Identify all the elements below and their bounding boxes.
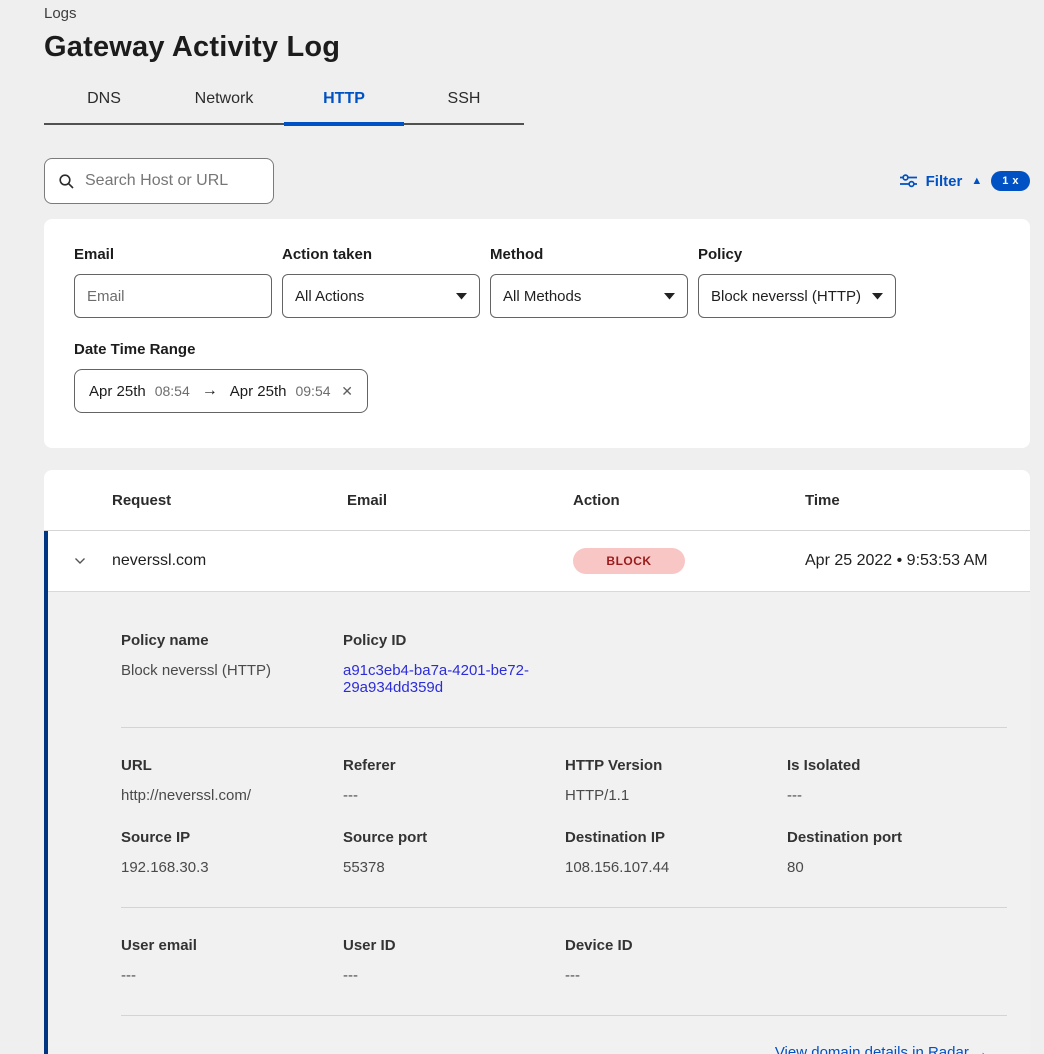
filter-field-policy: Policy Block neverssl (HTTP) bbox=[698, 246, 896, 318]
filter-field-method: Method All Methods bbox=[490, 246, 688, 318]
filter-panel: Email Action taken All Actions Method Al… bbox=[44, 219, 1030, 448]
action-block-badge: BLOCK bbox=[573, 548, 685, 574]
view-domain-radar-link[interactable]: View domain details in Radar → bbox=[774, 1044, 988, 1054]
col-action: Action bbox=[573, 491, 620, 509]
tab-http[interactable]: HTTP bbox=[284, 90, 404, 126]
chevron-down-icon bbox=[456, 292, 467, 300]
filter-field-action-taken: Action taken All Actions bbox=[282, 246, 480, 318]
policy-id-link[interactable]: a91c3eb4-ba7a-4201-be72-29a934dd359d bbox=[343, 662, 529, 696]
policy-label: Policy bbox=[698, 246, 743, 263]
section-divider bbox=[121, 727, 1007, 728]
tab-ssh[interactable]: SSH bbox=[447, 90, 481, 107]
detail-is-isolated: Is Isolated --- bbox=[787, 757, 861, 804]
tab-network[interactable]: Network bbox=[194, 90, 254, 107]
method-value: All Methods bbox=[503, 287, 582, 305]
detail-user-id: User ID --- bbox=[343, 937, 396, 984]
action-taken-select[interactable]: All Actions bbox=[282, 274, 480, 318]
detail-user-email: User email --- bbox=[121, 937, 197, 984]
policy-value: Block neverssl (HTTP) bbox=[711, 287, 862, 305]
page-content: Logs Gateway Activity Log DNS Network HT… bbox=[44, 0, 1030, 1054]
col-time: Time bbox=[805, 491, 840, 509]
detail-policy-name: Policy name Block neverssl (HTTP) bbox=[121, 632, 272, 679]
range-start-time: 08:54 bbox=[154, 383, 190, 399]
section-divider bbox=[121, 907, 1007, 908]
arrow-right-icon: → bbox=[201, 382, 218, 399]
filter-toggle[interactable]: Filter ▲ 1 x bbox=[899, 171, 1030, 191]
policy-select[interactable]: Block neverssl (HTTP) bbox=[698, 274, 896, 318]
section-divider bbox=[121, 1015, 1007, 1016]
detail-url: URL http://neverssl.com/ bbox=[121, 757, 252, 804]
date-time-range-label: Date Time Range bbox=[74, 341, 196, 358]
row-expander[interactable] bbox=[48, 553, 112, 569]
filter-icon bbox=[899, 174, 917, 188]
email-field-label: Email bbox=[74, 246, 115, 263]
range-start-date: Apr 25th bbox=[89, 382, 146, 400]
email-input[interactable] bbox=[87, 287, 259, 305]
search-box[interactable] bbox=[44, 158, 292, 204]
col-request: Request bbox=[112, 491, 172, 509]
filter-count-badge[interactable]: 1 x bbox=[991, 171, 1030, 191]
method-select[interactable]: All Methods bbox=[490, 274, 688, 318]
table-row[interactable]: neverssl.com BLOCK Apr 25 2022 • 9:53:53… bbox=[48, 531, 1030, 592]
email-field[interactable] bbox=[74, 274, 272, 318]
method-label: Method bbox=[490, 246, 544, 263]
filter-field-email: Email bbox=[74, 246, 272, 318]
search-icon bbox=[58, 173, 75, 190]
range-end-time: 09:54 bbox=[295, 383, 331, 399]
row-request: neverssl.com bbox=[112, 552, 207, 569]
caret-up-icon: ▲ bbox=[971, 175, 983, 187]
toolbar: Filter ▲ 1 x bbox=[44, 158, 1030, 204]
detail-destination-port: Destination port 80 bbox=[787, 829, 902, 876]
range-end-date: Apr 25th bbox=[229, 382, 287, 400]
row-time: Apr 25 2022 • 9:53:53 AM bbox=[805, 552, 988, 569]
filter-label: Filter bbox=[925, 172, 963, 190]
page-title: Gateway Activity Log bbox=[44, 31, 341, 63]
expanded-row-container: neverssl.com BLOCK Apr 25 2022 • 9:53:53… bbox=[44, 531, 1030, 1054]
chevron-down-icon bbox=[72, 553, 88, 569]
detail-destination-ip: Destination IP 108.156.107.44 bbox=[565, 829, 670, 876]
clear-date-range-icon[interactable]: ✕ bbox=[341, 382, 353, 399]
detail-source-port: Source port 55378 bbox=[343, 829, 428, 876]
tab-dns[interactable]: DNS bbox=[87, 90, 121, 107]
detail-device-id: Device ID --- bbox=[565, 937, 633, 984]
search-input[interactable] bbox=[85, 172, 292, 190]
log-table: Request Email Action Time neverssl.com B… bbox=[44, 470, 1030, 1054]
detail-source-ip: Source IP 192.168.30.3 bbox=[121, 829, 209, 876]
log-table-header: Request Email Action Time bbox=[44, 470, 1030, 531]
row-details-panel: Policy name Block neverssl (HTTP) Policy… bbox=[48, 592, 1030, 1054]
col-email: Email bbox=[347, 491, 388, 509]
detail-referer: Referer --- bbox=[343, 757, 396, 804]
detail-http-version: HTTP Version HTTP/1.1 bbox=[565, 757, 663, 804]
chevron-down-icon bbox=[872, 292, 883, 300]
tab-bar: DNS Network HTTP SSH bbox=[44, 90, 524, 126]
breadcrumb[interactable]: Logs bbox=[44, 5, 77, 22]
date-time-range-picker[interactable]: Apr 25th 08:54 → Apr 25th 09:54 ✕ bbox=[74, 369, 368, 413]
action-taken-value: All Actions bbox=[295, 287, 365, 305]
detail-policy-id: Policy ID a91c3eb4-ba7a-4201-be72-29a934… bbox=[343, 632, 565, 696]
chevron-down-icon bbox=[664, 292, 675, 300]
action-taken-label: Action taken bbox=[282, 246, 373, 263]
